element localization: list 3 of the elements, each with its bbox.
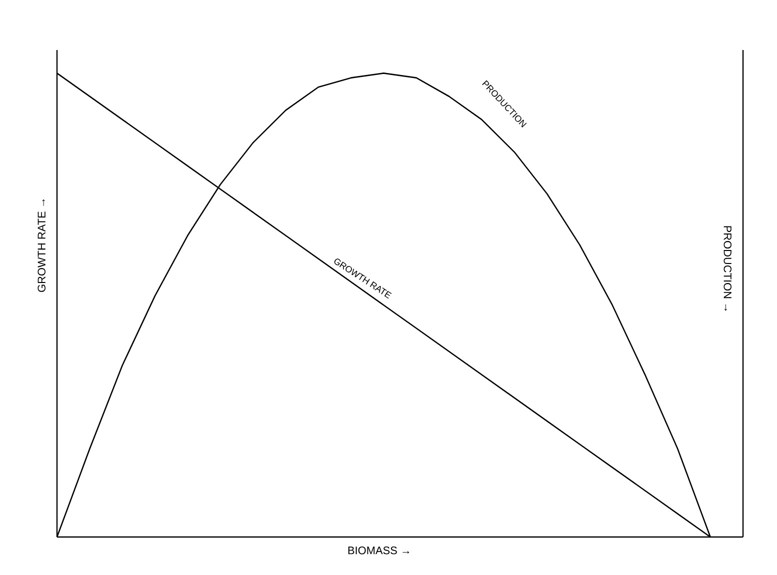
- y2-axis-title: PRODUCTION →: [724, 226, 732, 311]
- y-axis-title: GROWTH RATE →: [38, 199, 46, 292]
- x-axis-title: BIOMASS →: [348, 546, 410, 554]
